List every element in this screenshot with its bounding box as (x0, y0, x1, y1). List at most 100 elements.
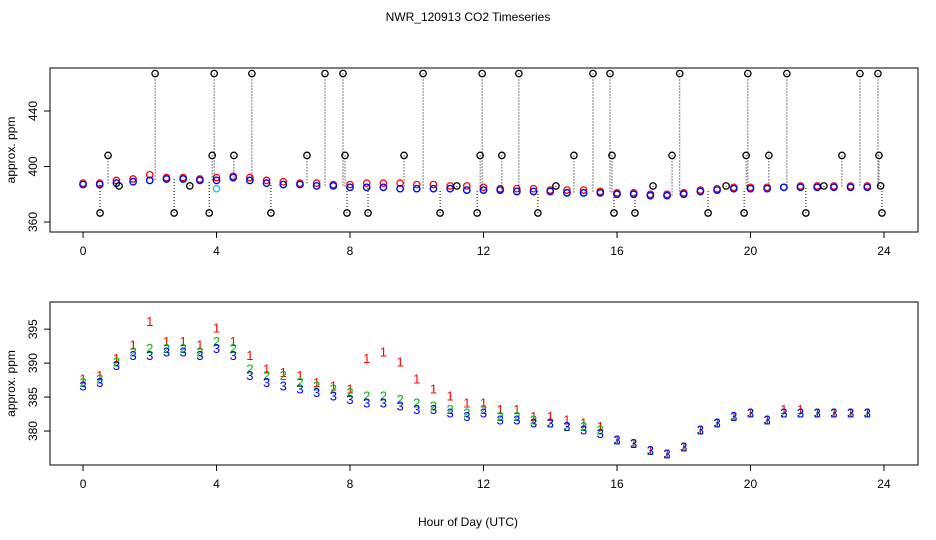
x-tick-label: 12 (477, 477, 491, 491)
data-point (876, 182, 885, 190)
data-point: 1 (313, 375, 320, 390)
data-point: 2 (430, 399, 437, 414)
data-point (875, 151, 883, 160)
data-point: 2 (213, 334, 220, 349)
data-point: 2 (230, 341, 237, 356)
data-point (246, 176, 254, 185)
data-point: 2 (647, 443, 654, 458)
data-point (115, 182, 123, 190)
data-point: 2 (780, 406, 787, 421)
data-point (346, 180, 354, 189)
data-point (746, 184, 755, 193)
data-point: 2 (830, 406, 837, 421)
data-point (779, 183, 788, 192)
data-point: 3 (346, 392, 353, 407)
y-tick-label: 380 (26, 421, 40, 441)
data-point: 2 (864, 406, 871, 421)
data-point (210, 69, 219, 78)
data-point: 1 (363, 351, 370, 366)
data-point: 1 (613, 433, 620, 448)
data-point: 3 (663, 446, 670, 461)
data-point: 1 (563, 412, 570, 427)
data-point: 2 (497, 409, 504, 424)
data-point (412, 180, 421, 189)
data-point (479, 183, 488, 192)
data-point: 1 (747, 406, 754, 421)
data-point: 3 (747, 406, 754, 421)
data-point: 1 (96, 368, 103, 383)
data-point (339, 69, 347, 78)
data-point (364, 209, 372, 217)
data-point (782, 69, 791, 78)
data-point (679, 190, 688, 199)
data-point (479, 186, 488, 194)
data-point: 3 (96, 375, 103, 390)
x-tick-label: 24 (877, 244, 891, 258)
data-point (262, 179, 271, 188)
data-point: 1 (196, 338, 203, 353)
data-point: 3 (280, 378, 287, 393)
data-point (606, 69, 614, 78)
data-point: 2 (96, 372, 103, 387)
data-point (379, 183, 388, 192)
data-point: 2 (530, 412, 537, 427)
data-point (668, 151, 676, 160)
data-point (170, 209, 178, 217)
data-point: 2 (713, 416, 720, 431)
x-tick-label: 0 (80, 477, 87, 491)
data-point: 1 (580, 416, 587, 431)
data-point: 1 (530, 409, 537, 424)
x-tick-label: 20 (744, 477, 758, 491)
data-point: 3 (480, 406, 487, 421)
data-point (129, 175, 137, 183)
data-point: 2 (747, 406, 754, 421)
data-point: 2 (196, 344, 203, 359)
data-point (579, 189, 588, 197)
data-point: 2 (330, 382, 337, 397)
data-point: 1 (663, 446, 670, 461)
data-point (515, 69, 523, 78)
data-point: 3 (847, 406, 854, 421)
data-point: 2 (280, 368, 287, 383)
data-point: 2 (630, 436, 637, 451)
data-point (529, 187, 538, 196)
data-point: 2 (346, 385, 353, 400)
data-point (195, 176, 204, 185)
data-point: 3 (630, 436, 637, 451)
data-point (145, 170, 154, 179)
data-point: 1 (814, 406, 821, 421)
data-point (740, 209, 748, 217)
plot-frame (49, 67, 919, 233)
data-point: 1 (680, 439, 687, 454)
data-point: 3 (713, 416, 720, 431)
data-point (129, 177, 137, 186)
data-point (478, 69, 487, 78)
x-axis-label: Hour of Day (UTC) (418, 515, 518, 529)
data-point (496, 186, 505, 194)
data-point: 2 (79, 375, 86, 390)
data-point: 3 (730, 409, 737, 424)
data-point (552, 182, 560, 190)
x-tick-label: 0 (80, 244, 87, 258)
data-point: 3 (764, 412, 771, 427)
data-point: 1 (764, 412, 771, 427)
data-point: 1 (180, 334, 187, 349)
data-point: 2 (313, 378, 320, 393)
data-point (179, 175, 188, 183)
data-point: 3 (463, 409, 470, 424)
data-point: 3 (814, 406, 821, 421)
data-point: 3 (413, 402, 420, 417)
data-point (343, 209, 351, 217)
data-point: 3 (430, 402, 437, 417)
y-tick-label: 390 (26, 353, 40, 373)
x-tick-label: 16 (610, 477, 624, 491)
data-point (563, 189, 571, 197)
data-point: 1 (630, 436, 637, 451)
data-point (267, 209, 275, 217)
data-point (346, 183, 354, 192)
data-point (722, 182, 730, 190)
data-point (473, 209, 482, 217)
data-point: 2 (580, 419, 587, 434)
data-point: 1 (413, 372, 420, 387)
data-point (312, 179, 321, 188)
